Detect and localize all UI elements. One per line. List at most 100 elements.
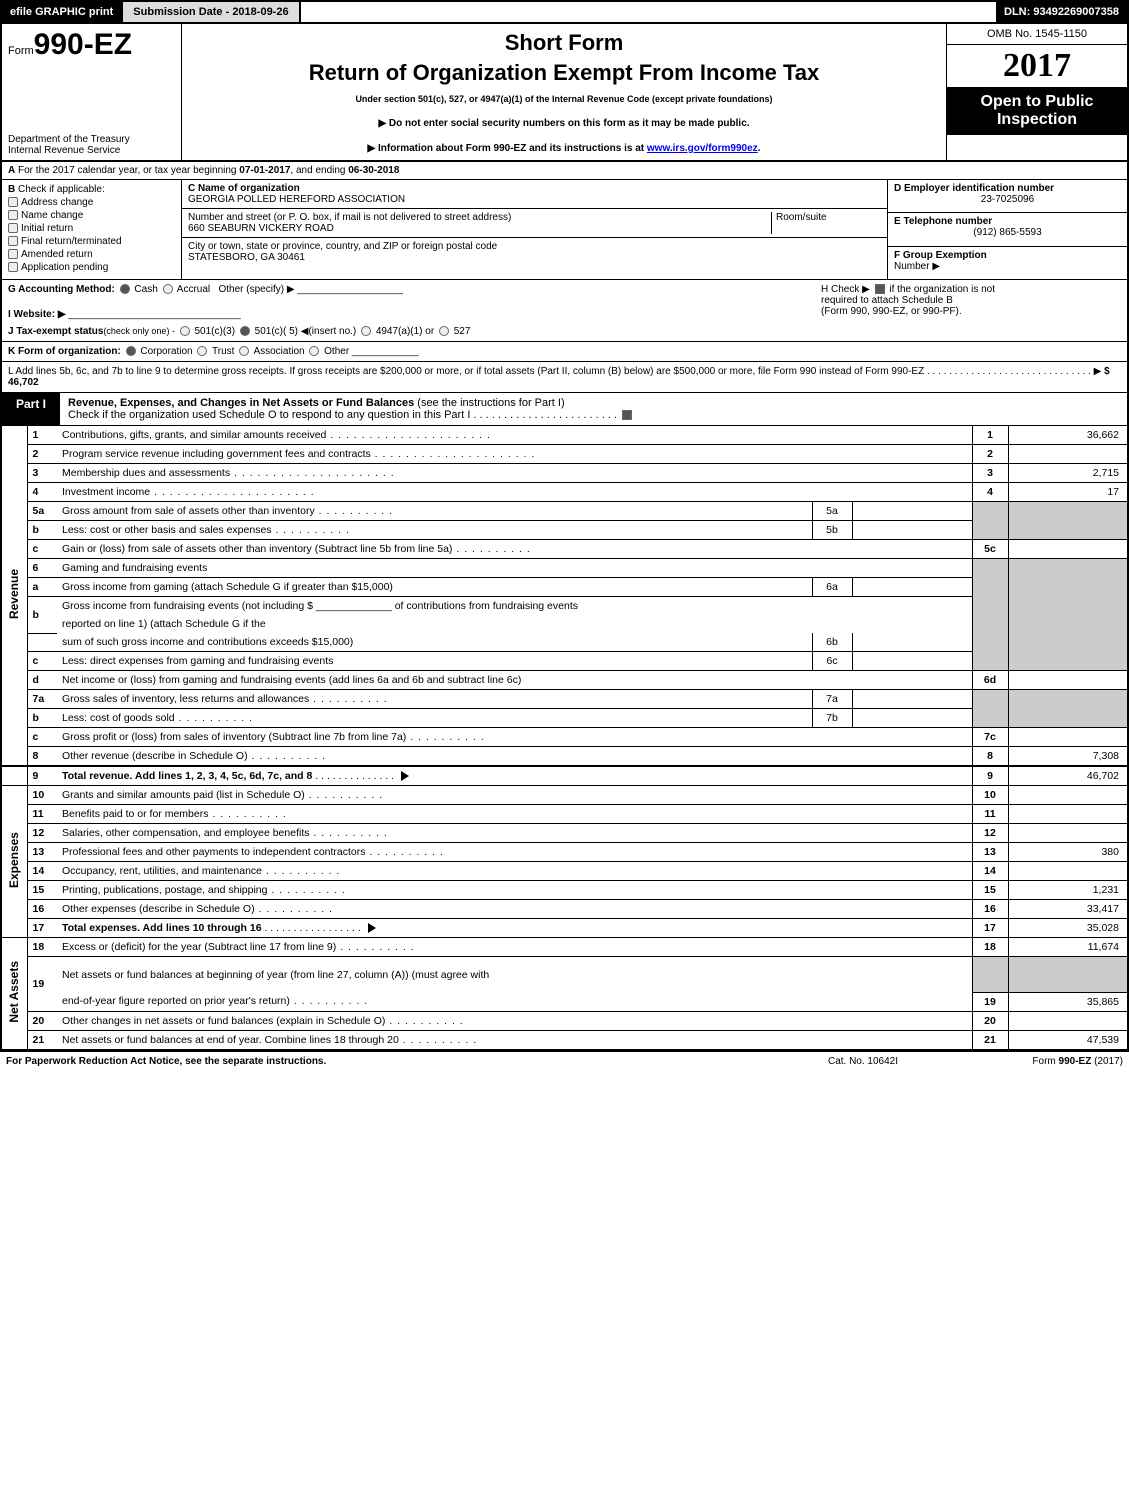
form-number-col: Form990-EZ Department of the Treasury In… [2, 24, 182, 160]
i-label: I Website: ▶ [8, 309, 66, 320]
checkbox-filled-icon[interactable] [875, 284, 885, 294]
line-6a-box: 6a [812, 578, 852, 597]
radio-empty-icon[interactable] [163, 284, 173, 294]
chk-final-return[interactable]: Final return/terminated [8, 236, 175, 247]
line-9-num: 9 [27, 766, 57, 786]
form-header: Form990-EZ Department of the Treasury In… [0, 24, 1129, 162]
line-20-rn: 20 [972, 1011, 1008, 1030]
table-row: b Less: cost or other basis and sales ex… [1, 521, 1128, 540]
line-8-val: 7,308 [1008, 747, 1128, 767]
line-19-d1: Net assets or fund balances at beginning… [57, 957, 972, 993]
part1-title: Revenue, Expenses, and Changes in Net As… [68, 397, 414, 409]
line-11-rn: 11 [972, 805, 1008, 824]
radio-filled-icon[interactable] [120, 284, 130, 294]
radio-empty-icon[interactable] [239, 346, 249, 356]
line-14-rn: 14 [972, 862, 1008, 881]
line-6d-desc: Net income or (loss) from gaming and fun… [57, 671, 972, 690]
short-form-title: Short Form [188, 30, 940, 56]
table-row: c Gross profit or (loss) from sales of i… [1, 728, 1128, 747]
line-1-val: 36,662 [1008, 426, 1128, 445]
h-line2: required to attach Schedule B [821, 295, 953, 306]
efile-print-button[interactable]: efile GRAPHIC print [2, 2, 123, 22]
side-expenses-label: Expenses [7, 812, 21, 908]
chk-application-pending[interactable]: Application pending [8, 262, 175, 273]
open-line1: Open to Public [951, 93, 1123, 111]
table-row: a Gross income from gaming (attach Sched… [1, 578, 1128, 597]
table-row: 19 Net assets or fund balances at beginn… [1, 957, 1128, 993]
chk-address-change[interactable]: Address change [8, 197, 175, 208]
line-12-val [1008, 824, 1128, 843]
line-6b-d4: sum of such gross income and contributio… [57, 633, 812, 652]
line-6a-desc: Gross income from gaming (attach Schedul… [57, 578, 812, 597]
footer-catno: Cat. No. 10642I [763, 1056, 963, 1067]
a-mid: , and ending [290, 165, 348, 176]
line-14-val [1008, 862, 1128, 881]
line-2-num: 2 [27, 445, 57, 464]
radio-filled-icon[interactable] [126, 346, 136, 356]
a-end: 06-30-2018 [348, 165, 399, 176]
j-note: (check only one) - [103, 326, 175, 336]
city-value: STATESBORO, GA 30461 [188, 252, 881, 263]
table-row: 13 Professional fees and other payments … [1, 843, 1128, 862]
radio-empty-icon[interactable] [180, 326, 190, 336]
chk-initial-return[interactable]: Initial return [8, 223, 175, 234]
c-label: C Name of organization [188, 183, 300, 194]
side-revenue-label: Revenue [7, 549, 21, 639]
line-7a-box: 7a [812, 690, 852, 709]
radio-empty-icon[interactable] [309, 346, 319, 356]
line-3-rn: 3 [972, 464, 1008, 483]
radio-empty-icon[interactable] [361, 326, 371, 336]
line-17-bold: Total expenses. Add lines 10 through 16 [62, 922, 262, 934]
footer-form-bold: 990-EZ [1059, 1056, 1092, 1067]
line-19-rn: 19 [972, 992, 1008, 1011]
l-row: L Add lines 5b, 6c, and 7b to line 9 to … [0, 362, 1129, 393]
table-row: 3 Membership dues and assessments 3 2,71… [1, 464, 1128, 483]
footer-paperwork: For Paperwork Reduction Act Notice, see … [6, 1056, 763, 1067]
line-5c-val [1008, 540, 1128, 559]
room-label: Room/suite [776, 212, 881, 223]
line-6-shade [972, 559, 1008, 671]
line-21-num: 21 [27, 1030, 57, 1050]
radio-filled-icon[interactable] [240, 326, 250, 336]
part1-check: Check if the organization used Schedule … [68, 409, 617, 421]
checkbox-filled-icon[interactable] [622, 410, 632, 420]
line-19-num: 19 [27, 957, 57, 1012]
info-link[interactable]: www.irs.gov/form990ez [647, 143, 758, 154]
chk-name-change[interactable]: Name change [8, 210, 175, 221]
table-row: Revenue 1 Contributions, gifts, grants, … [1, 426, 1128, 445]
open-to-public: Open to Public Inspection [947, 87, 1127, 135]
table-row: 11 Benefits paid to or for members 11 [1, 805, 1128, 824]
footer-form-post: (2017) [1091, 1056, 1123, 1067]
checkbox-icon [8, 249, 18, 259]
c-street-row: Number and street (or P. O. box, if mail… [182, 209, 887, 238]
line-13-desc: Professional fees and other payments to … [57, 843, 972, 862]
chk-amended-return[interactable]: Amended return [8, 249, 175, 260]
line-12-num: 12 [27, 824, 57, 843]
line-20-num: 20 [27, 1011, 57, 1030]
b-item-4: Amended return [21, 249, 93, 260]
line-13-num: 13 [27, 843, 57, 862]
line-8-num: 8 [27, 747, 57, 767]
line-18-val: 11,674 [1008, 938, 1128, 957]
line-9-desc: Total revenue. Add lines 1, 2, 3, 4, 5c,… [57, 766, 972, 786]
checkbox-icon [8, 223, 18, 233]
form-prefix: Form [8, 45, 34, 57]
right-header-col: OMB No. 1545-1150 2017 Open to Public In… [947, 24, 1127, 160]
line-5a-val [852, 502, 972, 521]
line-8-rn: 8 [972, 747, 1008, 767]
line-6b-desc1: Gross income from fundraising events (no… [57, 597, 972, 616]
open-line2: Inspection [951, 111, 1123, 129]
h-post: if the organization is not [889, 284, 995, 295]
line-6-num: 6 [27, 559, 57, 578]
line-6b-d3: reported on line 1) (attach Schedule G i… [57, 615, 972, 633]
radio-empty-icon[interactable] [197, 346, 207, 356]
table-row: 9 Total revenue. Add lines 1, 2, 3, 4, 5… [1, 766, 1128, 786]
j-label: J Tax-exempt status [8, 326, 103, 337]
g-h-row: G Accounting Method: Cash Accrual Other … [0, 280, 1129, 342]
line-18-rn: 18 [972, 938, 1008, 957]
line-7c-rn: 7c [972, 728, 1008, 747]
radio-empty-icon[interactable] [439, 326, 449, 336]
line-15-num: 15 [27, 881, 57, 900]
line-7ab-shade [972, 690, 1008, 728]
line-9-rn: 9 [972, 766, 1008, 786]
